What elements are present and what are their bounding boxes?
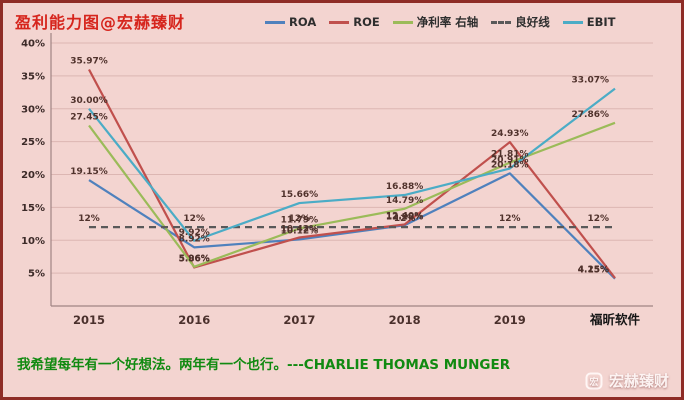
- legend-label: EBIT: [586, 15, 616, 29]
- data-label: 27.45%: [70, 113, 108, 123]
- brand-logo-icon: 宏: [585, 372, 603, 389]
- data-label: 12%: [394, 214, 416, 224]
- data-label: 15.66%: [281, 190, 319, 200]
- brand-watermark: 宏 宏赫臻财: [585, 370, 669, 391]
- legend-marker: [265, 20, 285, 24]
- y-tick-label: 30%: [21, 104, 45, 115]
- brand-logo-glyph: 宏: [589, 376, 598, 388]
- x-tick-label: 2017: [283, 313, 315, 327]
- data-label: 20.18%: [491, 160, 529, 170]
- data-label: 4.25%: [578, 265, 609, 275]
- y-tick-label: 25%: [21, 137, 45, 148]
- data-label: 9.92%: [179, 228, 210, 238]
- series-line-ROE: [88, 68, 616, 279]
- data-label: 20.91%: [491, 156, 529, 166]
- legend-item-EBIT: EBIT: [562, 15, 616, 29]
- profitability-line-chart: 5% 10% 15% 20% 25% 30% 35% 40% 2015 2016 2017 2018 2…: [21, 33, 653, 327]
- legend-label: 净利率 右轴: [416, 15, 479, 29]
- data-label: 12%: [183, 214, 205, 224]
- legend-label: 良好线: [515, 15, 550, 29]
- chart-legend: ROA ROE 净利率 右轴 良好线 EBIT: [265, 14, 616, 30]
- y-tick-label: 10%: [21, 236, 45, 247]
- data-label: 14.79%: [386, 196, 424, 206]
- legend-item-ROA: ROA: [265, 15, 316, 29]
- legend-item-良好线: 良好线: [491, 14, 550, 30]
- data-label: 12%: [289, 214, 311, 224]
- data-label: 12%: [499, 214, 521, 224]
- x-tick-label: 2019: [494, 313, 526, 327]
- series-line-EBIT: [88, 87, 616, 242]
- data-label: 19.15%: [70, 167, 108, 177]
- legend-marker: [329, 20, 350, 24]
- legend-item-净利率 右轴: 净利率 右轴: [392, 14, 479, 30]
- legend-marker: [392, 20, 413, 24]
- data-label: 5.96%: [179, 254, 210, 264]
- data-label: 10.12%: [281, 226, 319, 236]
- data-label: 27.86%: [572, 110, 610, 120]
- data-label: 16.88%: [386, 182, 424, 192]
- legend-label: ROE: [353, 15, 380, 29]
- footer-quote: 我希望每年有一个好想法。两年有一个也行。---CHARLIE THOMAS MU…: [17, 357, 511, 373]
- data-label: 8.92%: [179, 234, 210, 244]
- data-label: 12%: [78, 214, 100, 224]
- x-tick-label: 2015: [73, 313, 105, 327]
- x-tick-label: 2016: [178, 313, 210, 327]
- chart-title: 盈利能力图@宏赫臻财: [15, 13, 186, 32]
- data-label: 4.15%: [578, 266, 609, 276]
- data-label: 10.42%: [281, 224, 319, 234]
- data-label: 12.28%: [386, 212, 424, 222]
- data-label: 11.79%: [281, 215, 319, 225]
- data-label: 35.97%: [70, 56, 108, 66]
- data-label: 33.07%: [572, 76, 610, 86]
- watermark-text: 宏赫臻财: [608, 372, 669, 390]
- data-label: 30.00%: [70, 96, 108, 106]
- y-tick-label: 15%: [21, 203, 45, 214]
- legend-marker: [491, 20, 512, 24]
- legend-marker: [562, 20, 583, 24]
- legend-label: ROA: [289, 15, 317, 29]
- data-label: 24.93%: [491, 129, 529, 139]
- data-label: 21.81%: [491, 150, 529, 160]
- y-tick-label: 40%: [21, 39, 45, 50]
- data-label: 12.40%: [386, 211, 424, 221]
- data-label: 5.86%: [179, 254, 210, 264]
- data-label: 12%: [587, 214, 609, 224]
- x-tick-label: 福昕软件: [589, 312, 641, 327]
- x-tick-label: 2018: [389, 313, 421, 327]
- series-line-净利率 右轴: [88, 121, 616, 268]
- y-tick-label: 20%: [21, 170, 45, 181]
- y-tick-label: 35%: [21, 71, 45, 82]
- y-tick-label: 5%: [28, 269, 45, 280]
- legend-item-ROE: ROE: [329, 15, 380, 29]
